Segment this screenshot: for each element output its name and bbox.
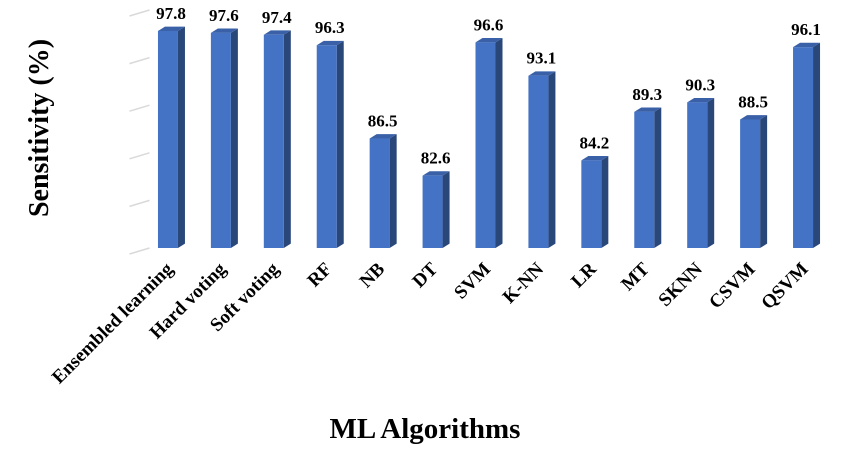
x-tick-label: NB [356,258,390,292]
bar-front [422,175,443,248]
bar-top [793,42,821,48]
bar-top [475,37,503,43]
x-tick-label: CSVM [705,259,759,313]
data-label: 96.6 [474,15,504,34]
bar-front [740,119,761,248]
x-tick-label: QSVM [757,259,812,314]
x-tick-label: MT [617,258,654,295]
bar-top [157,26,185,31]
bar-top [740,115,768,120]
bar-top [422,171,450,176]
x-tick-label: RF [304,259,337,292]
bar-front [210,32,231,249]
bar-front [316,45,337,248]
bar-front [528,75,549,248]
bar-side [760,115,768,248]
bar-side [177,26,185,248]
bar-front [475,42,496,249]
bar [740,115,768,248]
bar-top [210,28,238,33]
y-axis-title: Sensitivity (%) [24,39,55,217]
grid-line [129,104,150,112]
bar-front [793,47,814,249]
data-label: 84.2 [579,133,609,152]
data-label: 96.1 [791,20,821,39]
bar-side [336,40,344,248]
bar [263,30,291,249]
bar [793,42,821,249]
bar-front [634,111,655,248]
bar [634,107,662,248]
bar-side [601,156,609,248]
bar [157,26,185,248]
bar-top [687,97,715,103]
bar [369,134,397,248]
bar-front [157,30,178,248]
grid-line [129,9,150,17]
grid-line [129,247,150,255]
data-label: 90.3 [685,75,715,94]
bar-side [548,71,556,248]
x-tick-label: SKNN [655,258,707,310]
data-label: 93.1 [527,49,557,68]
data-label: 97.8 [156,4,186,23]
bar-front [687,102,708,249]
bar [581,156,609,248]
data-label: 86.5 [368,112,398,131]
bar-side [707,97,715,249]
x-tick-label: SVM [450,259,495,304]
bar-side [283,30,291,249]
bar [475,37,503,249]
bar [528,71,556,248]
data-label: 88.5 [738,92,768,111]
bar-front [369,138,390,248]
bar-top [634,107,662,112]
x-tick-label: DT [409,258,443,292]
grid-line [129,56,150,65]
bar-top [369,134,397,139]
bar-top [581,156,609,161]
bar-side [654,107,662,248]
bar-top [528,71,556,76]
bar-side [389,134,397,248]
bar [687,97,715,249]
data-label: 82.6 [421,149,451,168]
bar-side [442,171,450,248]
data-label: 97.4 [262,8,292,27]
bar-front [263,34,284,248]
bar-side [813,42,821,249]
grid-line [129,199,150,208]
bar-side [495,37,503,249]
data-label: 96.3 [315,18,345,37]
bar [422,171,450,248]
x-tick-label: K-NN [499,258,548,307]
bar-side [230,28,238,249]
bar-front [581,160,602,248]
bar-top [263,30,291,35]
data-label: 97.6 [209,6,239,25]
x-tick-label: LR [567,258,601,292]
bar [210,28,238,249]
x-axis-title: ML Algorithms [330,413,521,445]
bar [316,40,344,248]
data-label: 89.3 [632,85,662,104]
grid-line [129,152,150,160]
bar-top [316,40,344,46]
